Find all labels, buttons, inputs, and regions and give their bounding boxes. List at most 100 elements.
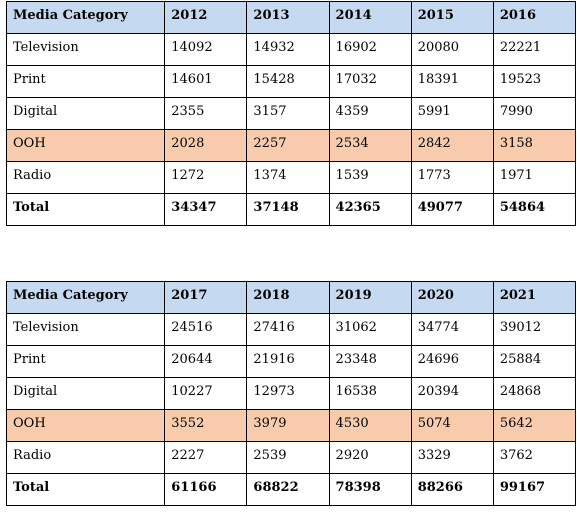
table-row: Print 14601 15428 17032 18391 19523 (5, 65, 577, 98)
value-cell: 34347 (164, 193, 248, 226)
column-header-category: Media Category (5, 1, 166, 34)
category-cell: Television (5, 33, 166, 66)
value-cell: 49077 (410, 193, 494, 226)
value-cell: 4530 (328, 409, 412, 442)
category-cell: Print (5, 65, 166, 98)
value-cell: 1539 (328, 161, 412, 194)
value-cell: 2028 (164, 129, 248, 162)
column-header-year: 2018 (246, 281, 330, 314)
value-cell: 3158 (492, 129, 577, 162)
value-cell: 24516 (164, 313, 248, 346)
value-cell: 14092 (164, 33, 248, 66)
value-cell: 37148 (246, 193, 330, 226)
table-row: Print 20644 21916 23348 24696 25884 (5, 345, 577, 378)
value-cell: 1773 (410, 161, 494, 194)
category-cell: Radio (5, 441, 166, 474)
value-cell: 24868 (492, 377, 577, 410)
column-header-year: 2021 (492, 281, 577, 314)
value-cell: 18391 (410, 65, 494, 98)
header-row: Media Category 2012 2013 2014 2015 2016 (5, 1, 577, 34)
value-cell: 12973 (246, 377, 330, 410)
total-row: Total 34347 37148 42365 49077 54864 (5, 193, 577, 226)
value-cell: 2355 (164, 97, 248, 130)
value-cell: 19523 (492, 65, 577, 98)
category-cell: OOH (5, 129, 166, 162)
category-cell: OOH (5, 409, 166, 442)
value-cell: 23348 (328, 345, 412, 378)
column-header-year: 2014 (328, 1, 412, 34)
value-cell: 17032 (328, 65, 412, 98)
category-cell: Television (5, 313, 166, 346)
value-cell: 68822 (246, 473, 330, 506)
value-cell: 2920 (328, 441, 412, 474)
value-cell: 3552 (164, 409, 248, 442)
value-cell: 24696 (410, 345, 494, 378)
value-cell: 20644 (164, 345, 248, 378)
table-row: Digital 2355 3157 4359 5991 7990 (5, 97, 577, 130)
value-cell: 34774 (410, 313, 494, 346)
value-cell: 3329 (410, 441, 494, 474)
value-cell: 5642 (492, 409, 577, 442)
column-header-year: 2020 (410, 281, 494, 314)
category-cell: Radio (5, 161, 166, 194)
column-header-year: 2015 (410, 1, 494, 34)
table-body: Media Category 2012 2013 2014 2015 2016 Televi… (5, 1, 577, 226)
value-cell: 10227 (164, 377, 248, 410)
category-cell: Digital (5, 377, 166, 410)
table-row: Radio 1272 1374 1539 1773 1971 (5, 161, 577, 194)
media-table-2012-2016: Media Category 2012 2013 2014 2015 2016 Televi… (5, 1, 577, 226)
value-cell: 2227 (164, 441, 248, 474)
category-cell: Print (5, 345, 166, 378)
value-cell: 3979 (246, 409, 330, 442)
value-cell: 16538 (328, 377, 412, 410)
value-cell: 5074 (410, 409, 494, 442)
value-cell: 1272 (164, 161, 248, 194)
value-cell: 3762 (492, 441, 577, 474)
value-cell: 14932 (246, 33, 330, 66)
category-cell: Digital (5, 97, 166, 130)
value-cell: 2539 (246, 441, 330, 474)
value-cell: 1374 (246, 161, 330, 194)
table-row: Radio 2227 2539 2920 3329 3762 (5, 441, 577, 474)
column-header-year: 2019 (328, 281, 412, 314)
table-body: Media Category 2017 2018 2019 2020 2021 Televi… (5, 281, 577, 506)
column-header-year: 2016 (492, 1, 577, 34)
value-cell: 2534 (328, 129, 412, 162)
value-cell: 61166 (164, 473, 248, 506)
value-cell: 88266 (410, 473, 494, 506)
value-cell: 22221 (492, 33, 577, 66)
value-cell: 14601 (164, 65, 248, 98)
value-cell: 21916 (246, 345, 330, 378)
value-cell: 4359 (328, 97, 412, 130)
table-row: OOH 2028 2257 2534 2842 3158 (5, 129, 577, 162)
value-cell: 20394 (410, 377, 494, 410)
column-header-year: 2012 (164, 1, 248, 34)
value-cell: 2257 (246, 129, 330, 162)
category-cell: Total (5, 473, 166, 506)
table-row: Television 24516 27416 31062 34774 39012 (5, 313, 577, 346)
value-cell: 31062 (328, 313, 412, 346)
value-cell: 78398 (328, 473, 412, 506)
column-header-year: 2013 (246, 1, 330, 34)
value-cell: 5991 (410, 97, 494, 130)
value-cell: 20080 (410, 33, 494, 66)
table-row: Digital 10227 12973 16538 20394 24868 (5, 377, 577, 410)
media-table-2017-2021: Media Category 2017 2018 2019 2020 2021 Televi… (5, 281, 577, 506)
value-cell: 3157 (246, 97, 330, 130)
value-cell: 2842 (410, 129, 494, 162)
category-cell: Total (5, 193, 166, 226)
value-cell: 42365 (328, 193, 412, 226)
value-cell: 99167 (492, 473, 577, 506)
total-row: Total 61166 68822 78398 88266 99167 (5, 473, 577, 506)
value-cell: 27416 (246, 313, 330, 346)
value-cell: 16902 (328, 33, 412, 66)
table-row: Television 14092 14932 16902 20080 22221 (5, 33, 577, 66)
header-row: Media Category 2017 2018 2019 2020 2021 (5, 281, 577, 314)
value-cell: 25884 (492, 345, 577, 378)
table-row: OOH 3552 3979 4530 5074 5642 (5, 409, 577, 442)
value-cell: 1971 (492, 161, 577, 194)
column-header-category: Media Category (5, 281, 166, 314)
column-header-year: 2017 (164, 281, 248, 314)
value-cell: 7990 (492, 97, 577, 130)
value-cell: 15428 (246, 65, 330, 98)
